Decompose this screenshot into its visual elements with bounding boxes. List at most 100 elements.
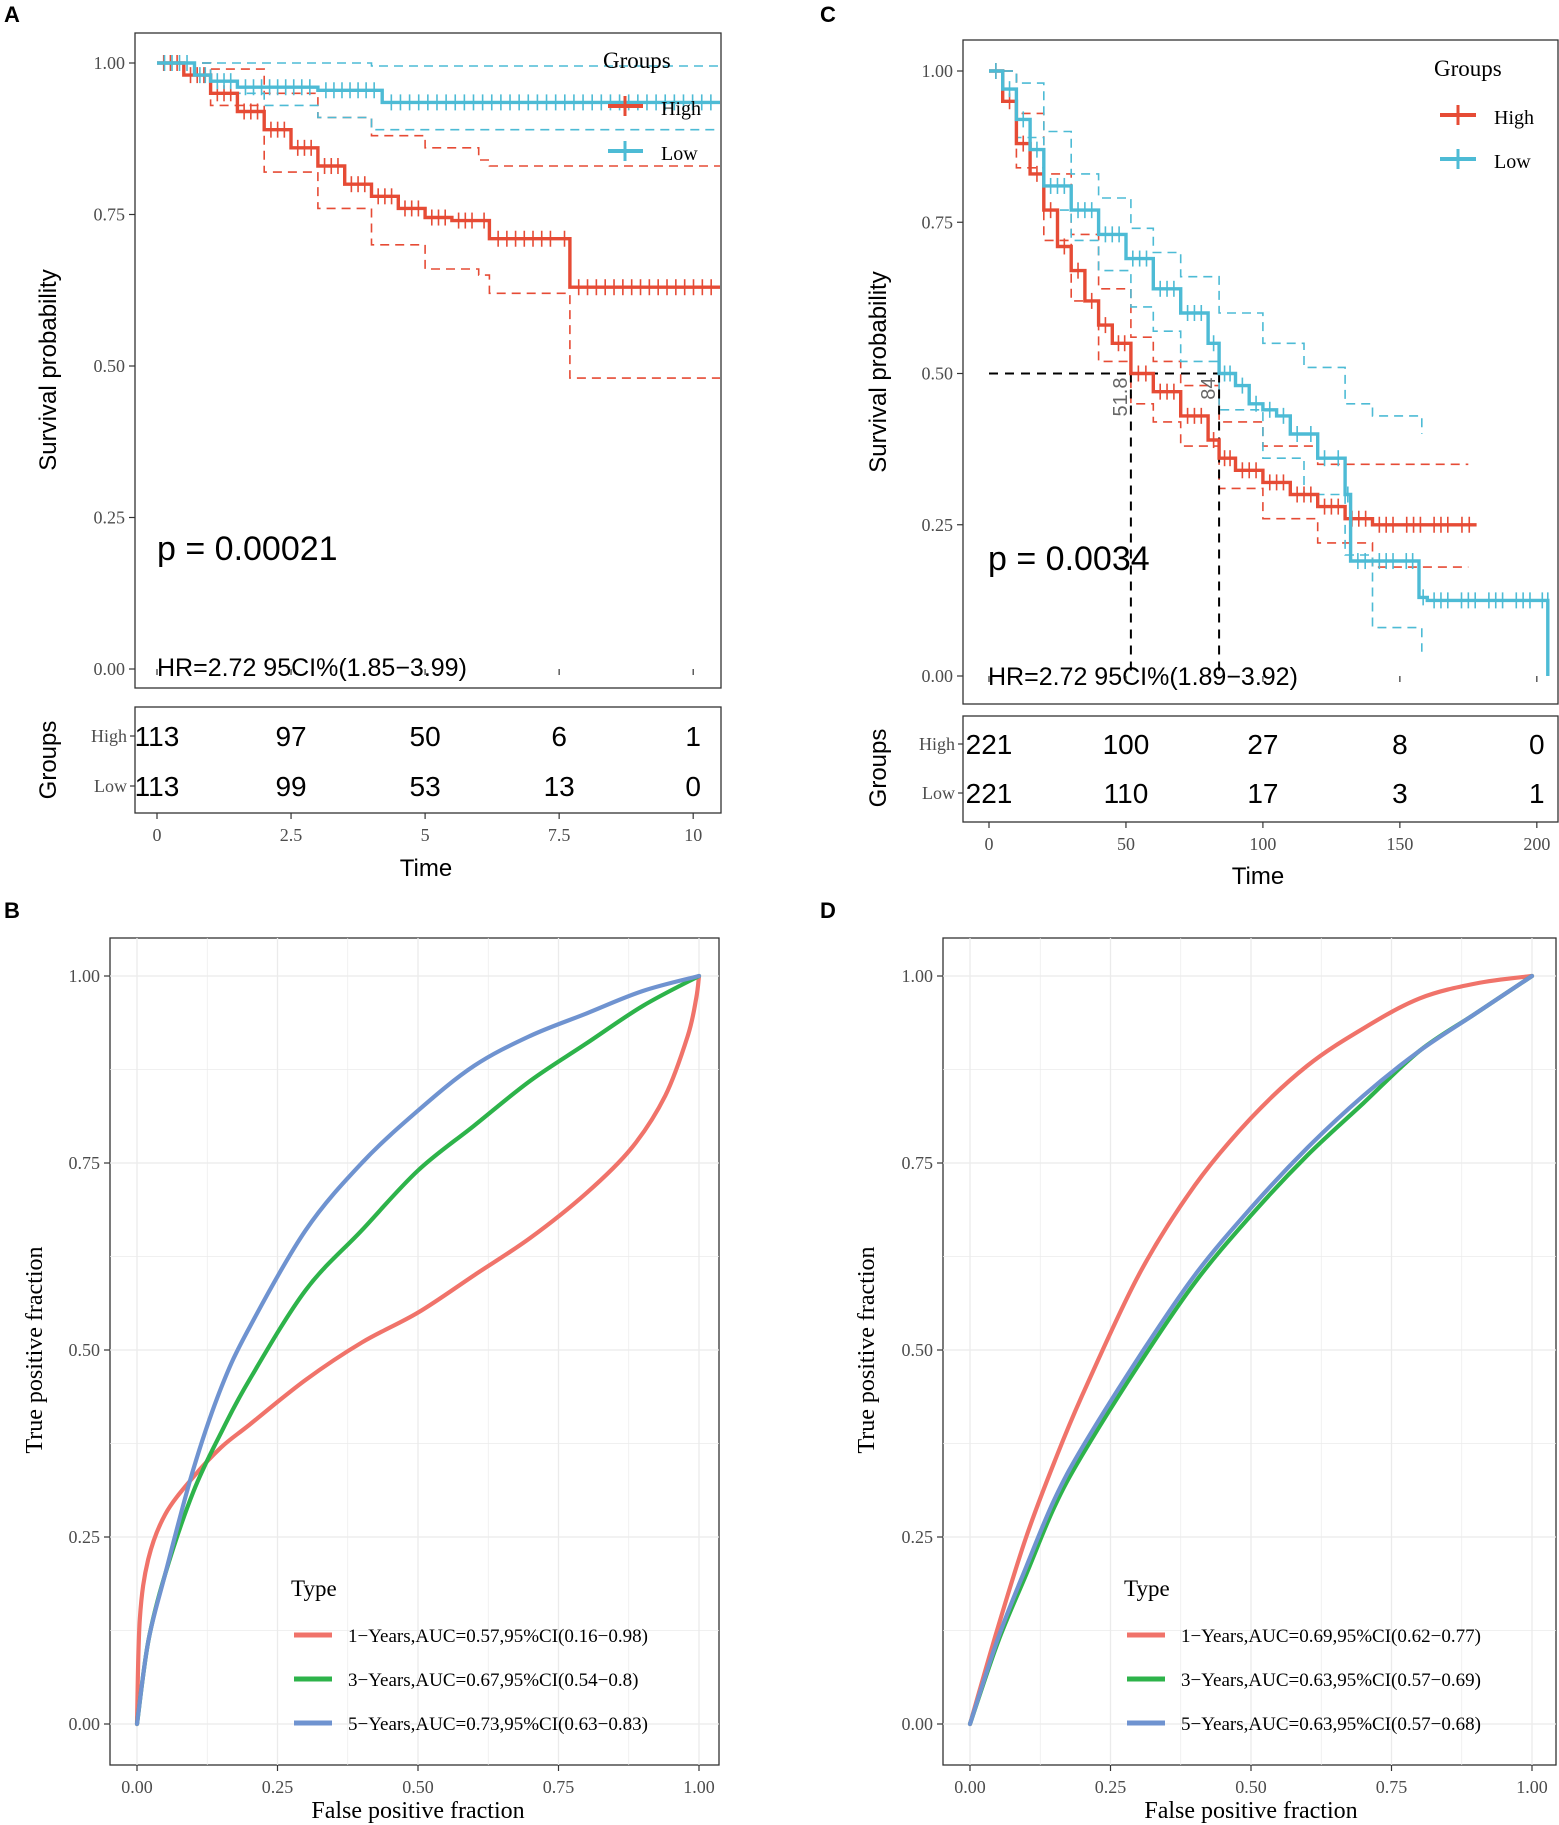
x-tick-label: 200 (1523, 834, 1550, 854)
panel-b: 0.00 0.25 0.50 0.75 1.00 0.00 0.25 0.50 0.75 1.0… (22, 937, 720, 1824)
risk-count: 1 (1529, 778, 1545, 809)
x-tick-label: 0.75 (1376, 1777, 1408, 1797)
risk-row-label: High (919, 734, 955, 754)
x-tick-label: 2.5 (280, 825, 303, 845)
km-a-risk-table: High 113 97 50 6 1 Low 113 99 53 13 0 (91, 721, 701, 802)
risk-count: 3 (1392, 778, 1408, 809)
legend-label: 1−Years,AUC=0.69,95%CI(0.62−0.77) (1181, 1626, 1481, 1647)
risk-count: 6 (551, 721, 567, 752)
y-tick-label: 0.25 (902, 1527, 934, 1547)
x-tick-label: 1.00 (1516, 1777, 1548, 1797)
ci-line-high-upper (157, 62, 720, 167)
ci-line-low-upper (989, 70, 1423, 434)
x-tick-label: 0.50 (1235, 1777, 1267, 1797)
ci-line-high-lower (989, 70, 1469, 568)
y-tick-label: 0.50 (902, 1340, 934, 1360)
panel-c: 51.8 84 0.00 0.25 0.50 0.75 1.00 Survival pro… (865, 39, 1559, 890)
km-c-legend-title: Groups (1434, 56, 1502, 81)
x-tick-label: 150 (1386, 834, 1413, 854)
panel-label-d: D (820, 898, 836, 923)
km-a-plot-frame (134, 32, 722, 689)
x-tick-label: 5 (421, 825, 430, 845)
km-a-y-tick-labels: 0.00 0.25 0.50 0.75 1.00 (94, 53, 135, 679)
x-tick-label: 0.75 (543, 1777, 575, 1797)
km-c-legend-key-low (1440, 149, 1476, 169)
risk-count: 13 (544, 771, 575, 802)
roc-b-y-tick-labels: 0.00 0.25 0.50 0.75 1.00 (69, 966, 110, 1734)
km-c-legend-label-high: High (1494, 107, 1534, 129)
x-tick-label: 0.25 (262, 1777, 294, 1797)
x-tick-label: 0.00 (121, 1777, 153, 1797)
y-tick-label: 0.00 (94, 659, 126, 679)
roc-d-legend-title: Type (1124, 1576, 1170, 1601)
km-c-hr-text: HR=2.72 95CI%(1.89−3.92) (988, 663, 1298, 691)
y-tick-label: 0.75 (902, 1153, 934, 1173)
km-a-legend-title: Groups (603, 48, 671, 73)
x-tick-label: 1.00 (683, 1777, 715, 1797)
risk-count: 110 (1104, 778, 1149, 809)
y-tick-label: 0.50 (94, 356, 126, 376)
risk-row-label: Low (922, 783, 955, 803)
survival-line-low (989, 69, 1550, 676)
risk-count: 99 (275, 771, 306, 802)
km-c-y-axis-title: Survival probability (865, 271, 892, 472)
roc-d-legend: 1−Years,AUC=0.69,95%CI(0.62−0.77) 3−Years… (1127, 1626, 1481, 1735)
risk-count: 113 (135, 771, 180, 802)
roc-curve-5-year (967, 973, 1535, 1727)
legend-label: 5−Years,AUC=0.63,95%CI(0.57−0.68) (1181, 1714, 1481, 1735)
km-c-x-tick-labels: 0 50 100 150 200 (985, 676, 1550, 854)
roc-d-x-axis-title: False positive fraction (1144, 1798, 1357, 1824)
y-tick-label: 0.00 (922, 666, 954, 686)
km-c-risk-table-frame (962, 715, 1559, 823)
km-a-survival-lines (157, 55, 720, 296)
y-tick-label: 0.25 (922, 515, 954, 535)
km-a-x-axis-title: Time (400, 855, 452, 882)
risk-count: 8 (1392, 729, 1408, 760)
y-tick-label: 0.00 (69, 1714, 101, 1734)
ci-line-high-lower (157, 62, 720, 379)
km-c-pvalue: p = 0.0034 (988, 540, 1150, 578)
km-c-legend-key-high (1440, 105, 1476, 125)
roc-b-plot-frame (109, 937, 720, 1766)
x-tick-label: 7.5 (548, 825, 571, 845)
risk-count: 1 (685, 721, 701, 752)
panel-label-b: B (4, 898, 20, 923)
panel-label-c: C (820, 2, 836, 27)
km-a-pvalue: p = 0.00021 (157, 530, 338, 568)
km-c-risk-table: High 221 100 27 8 0 Low 221 110 17 3 1 (919, 729, 1545, 809)
roc-d-curves (967, 973, 1535, 1727)
km-a-hr-text: HR=2.72 95CI%(1.85−3.99) (157, 654, 467, 682)
y-tick-label: 0.75 (69, 1153, 101, 1173)
y-tick-label: 0.00 (902, 1714, 934, 1734)
ci-line-low-upper (157, 62, 720, 67)
y-tick-label: 1.00 (69, 966, 101, 986)
survival-line-low (157, 61, 720, 105)
roc-curve-1-year (967, 973, 1535, 1727)
roc-d-y-tick-labels: 0.00 0.25 0.50 0.75 1.00 (902, 966, 943, 1734)
roc-curve-1-year (134, 973, 702, 1727)
ci-line-low-lower (989, 70, 1423, 652)
roc-b-x-axis-title: False positive fraction (311, 1798, 524, 1824)
risk-count: 100 (1103, 729, 1150, 760)
risk-row-label: Low (94, 776, 127, 796)
y-tick-label: 1.00 (902, 966, 934, 986)
x-tick-label: 100 (1249, 834, 1276, 854)
risk-count: 221 (966, 729, 1013, 760)
roc-b-legend-title: Type (291, 1576, 337, 1601)
risk-row-label: High (91, 726, 127, 746)
y-tick-label: 1.00 (94, 53, 126, 73)
risk-count: 27 (1247, 729, 1278, 760)
y-tick-label: 0.25 (94, 508, 126, 528)
km-c-survival-lines (989, 63, 1550, 676)
km-c-legend-label-low: Low (1494, 151, 1531, 173)
roc-b-grid (110, 938, 719, 1765)
roc-d-x-tick-labels: 0.00 0.25 0.50 0.75 1.00 (954, 1765, 1548, 1797)
x-tick-label: 0 (153, 825, 162, 845)
y-tick-label: 0.75 (922, 212, 954, 232)
roc-b-y-axis-title: True positive fraction (22, 1246, 48, 1453)
km-a-risk-y-title: Groups (35, 721, 62, 800)
km-c-risk-y-title: Groups (865, 729, 892, 808)
km-a-legend-key-high (608, 96, 643, 116)
y-tick-label: 0.50 (69, 1340, 101, 1360)
